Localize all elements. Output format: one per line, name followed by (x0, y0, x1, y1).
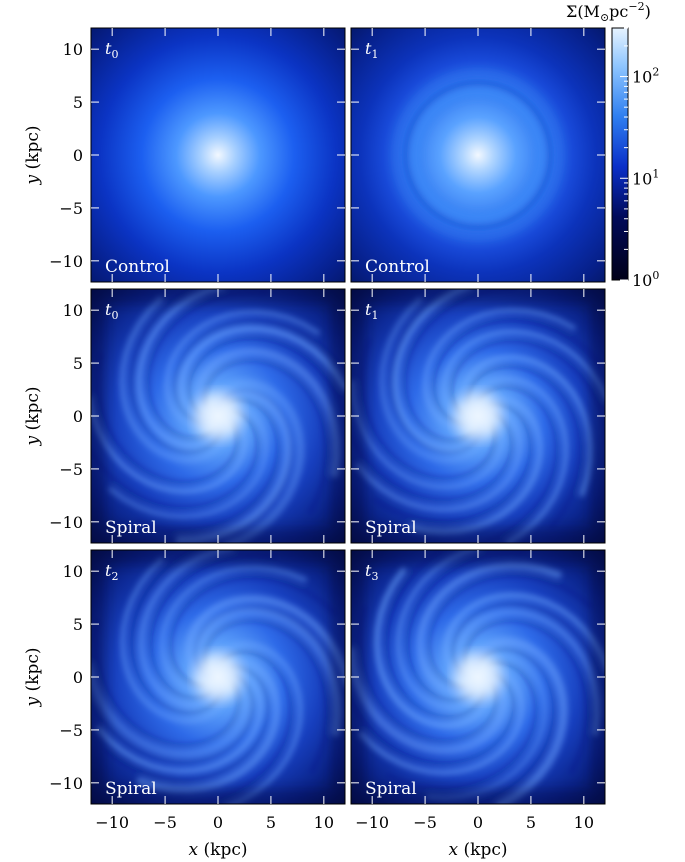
panel-ticks (91, 28, 345, 282)
panel-ticks (91, 289, 345, 543)
panel-ticks (351, 28, 605, 282)
x-tick-label: 5 (266, 813, 276, 832)
y-tick-label: 10 (63, 301, 83, 320)
panel-control-t0: t0 Control (90, 27, 346, 283)
y-tick-label: 5 (73, 354, 83, 373)
panel-model-label: Spiral (365, 779, 417, 799)
panel-model-label: Spiral (105, 518, 157, 538)
panel-control-t1: t1 Control (350, 27, 606, 283)
panel-time-label: t3 (365, 561, 378, 583)
panel-model-label: Spiral (105, 779, 157, 799)
spiral-arms (91, 550, 345, 804)
y-tick-label: 0 (73, 146, 83, 165)
x-tick-label: −5 (413, 813, 437, 832)
colorbar-tick-label: 102 (632, 66, 659, 87)
panel-spiral-t0: t0 Spiral (90, 288, 346, 544)
x-tick-label: 0 (213, 813, 223, 832)
x-tick-label: −10 (95, 813, 129, 832)
y-tick-label: 10 (63, 40, 83, 59)
panel-ticks (91, 550, 345, 804)
panel-ticks (351, 550, 605, 804)
colorbar-label: Σ(M⊙pc−2) (566, 0, 651, 24)
colorbar: 100 101 102 Σ(M⊙pc−2) (566, 0, 659, 290)
y-tick-label: 0 (73, 668, 83, 687)
y-tick-label: −5 (59, 199, 83, 218)
spiral-arms (91, 289, 345, 543)
density-field (91, 28, 345, 282)
panel-model-label: Control (365, 257, 430, 277)
panel-time-label: t2 (105, 561, 118, 583)
y-axis-label: y (kpc) (23, 387, 43, 447)
panel-grid: t0 Control t1 Control t0 Spiral t1 Spiral t2 Spir… (90, 27, 606, 805)
y-axis-label: y (kpc) (23, 126, 43, 186)
x-tick-label: −10 (355, 813, 389, 832)
y-tick-label: 5 (73, 615, 83, 634)
density-field (351, 28, 605, 282)
x-tick-label: 10 (574, 813, 594, 832)
ring-structure (393, 70, 563, 240)
panel-time-label: t1 (365, 300, 378, 322)
y-tick-label: 5 (73, 93, 83, 112)
y-tick-label: −5 (59, 460, 83, 479)
panel-spiral-t2: t2 Spiral (90, 549, 346, 805)
x-axis-label: x (kpc) (189, 840, 248, 860)
x-tick-label: 0 (473, 813, 483, 832)
panel-time-label: t1 (365, 39, 378, 61)
y-tick-label: −10 (49, 774, 83, 793)
spiral-arms (351, 289, 605, 543)
colorbar-gradient (611, 27, 629, 281)
panel-spiral-t3: t3 Spiral (350, 549, 606, 805)
panel-model-label: Spiral (365, 518, 417, 538)
y-tick-label: −10 (49, 252, 83, 271)
x-tick-label: −5 (153, 813, 177, 832)
panel-ticks (351, 289, 605, 543)
colorbar-tick-label: 100 (632, 269, 659, 290)
y-tick-label: −10 (49, 513, 83, 532)
axes-layer: −10 −5 0 5 10 y (kpc) −10 −5 0 5 10 y (kpc) −10 −5 0 5 1… (23, 40, 594, 860)
panel-model-label: Control (105, 257, 170, 277)
panel-time-label: t0 (105, 300, 118, 322)
y-tick-label: −5 (59, 721, 83, 740)
y-axis-label: y (kpc) (23, 648, 43, 708)
colorbar-tick-label: 101 (632, 167, 659, 188)
y-tick-label: 0 (73, 407, 83, 426)
x-tick-label: 10 (314, 813, 334, 832)
panel-spiral-t1: t1 Spiral (350, 288, 606, 544)
panel-time-label: t0 (105, 39, 118, 61)
x-tick-label: 5 (526, 813, 536, 832)
y-tick-label: 10 (63, 562, 83, 581)
colorbar-ticks: 100 101 102 (620, 27, 659, 290)
x-axis-label: x (kpc) (449, 840, 508, 860)
